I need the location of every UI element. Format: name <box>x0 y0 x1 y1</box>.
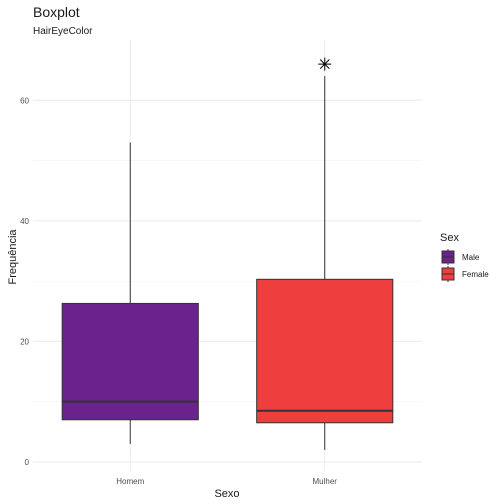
x-axis-ticks: Homem Mulher <box>116 477 337 486</box>
legend-item-female: Female <box>441 266 489 282</box>
box-female <box>256 57 394 450</box>
y-tick-label: 0 <box>25 458 30 467</box>
x-tick-label: Mulher <box>313 477 338 486</box>
chart-title: Boxplot <box>33 4 80 20</box>
y-axis-title: Frequência <box>7 229 19 285</box>
y-axis-ticks: 0 20 40 60 <box>20 96 29 467</box>
x-tick-label: Homem <box>116 477 144 486</box>
box-body <box>256 278 394 424</box>
legend-label: Male <box>462 253 480 262</box>
legend-item-male: Male <box>441 249 480 265</box>
outlier-point <box>318 57 332 71</box>
y-tick-label: 20 <box>20 337 29 346</box>
legend-label: Female <box>462 270 489 279</box>
y-tick-label: 60 <box>20 96 29 105</box>
legend-title: Sex <box>440 232 459 244</box>
box-body <box>61 302 199 421</box>
y-tick-label: 40 <box>20 217 29 226</box>
outlier-stroke <box>319 59 330 70</box>
box-male <box>61 142 199 444</box>
legend: Male Female <box>441 249 489 282</box>
chart-subtitle: HairEyeColor <box>33 26 93 37</box>
x-axis-title: Sexo <box>214 488 239 500</box>
boxes <box>61 57 394 450</box>
